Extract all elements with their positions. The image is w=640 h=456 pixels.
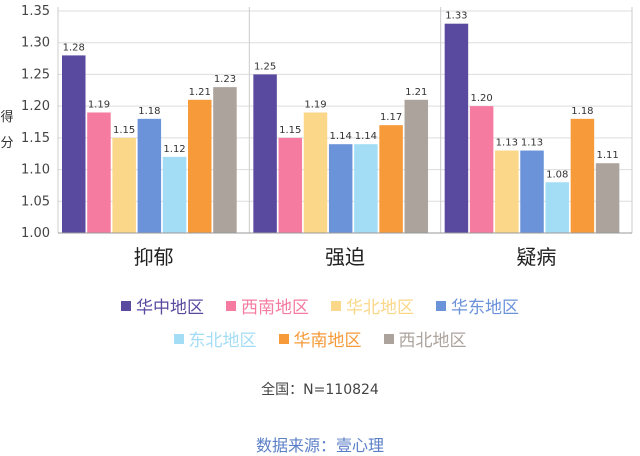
bar (328, 144, 353, 233)
legend-swatch (436, 300, 446, 311)
data-label: 1.21 (405, 87, 427, 98)
data-label: 1.19 (88, 99, 110, 110)
legend-label: 华东地区 (451, 298, 519, 318)
legend-swatch (383, 333, 394, 344)
data-label: 1.11 (596, 150, 618, 161)
data-label: 1.19 (304, 99, 326, 110)
category-label: 强迫 (325, 245, 365, 269)
legend-swatch (173, 333, 184, 344)
bar (495, 150, 519, 233)
legend-swatch (226, 300, 236, 311)
legend-item: 东北地区 (173, 326, 257, 351)
legend-label: 华南地区 (293, 331, 362, 351)
data-label: 1.23 (214, 74, 236, 85)
data-label: 1.18 (138, 106, 160, 117)
data-label: 1.28 (63, 42, 85, 53)
legend-item: 华南地区 (278, 326, 362, 351)
total-sample-note: 全国：N=110824 (261, 382, 379, 398)
bar (303, 112, 328, 233)
bar (404, 99, 429, 233)
data-label: 1.21 (189, 87, 211, 98)
bar (570, 118, 595, 233)
data-label: 1.15 (279, 125, 301, 136)
legend-item: 西北地区 (383, 326, 467, 351)
y-tick-label: 1.15 (21, 131, 50, 146)
bar (112, 137, 136, 233)
y-tick-label: 1.05 (21, 194, 50, 209)
legend-label: 西南地区 (241, 298, 309, 318)
y-tick-label: 1.25 (21, 67, 50, 82)
y-tick-label: 1.00 (21, 226, 50, 241)
data-label: 1.33 (445, 11, 467, 22)
legend-row-1: 华中地区 西南地区 华北地区 华东地区 (0, 293, 640, 318)
y-axis-label: 得分 (0, 110, 14, 151)
y-tick-label: 1.35 (21, 4, 50, 19)
bar-chart: 1.00 1.05 1.10 1.15 1.20 1.25 1.30 1.35 1.28 1.19… (21, 4, 633, 269)
bar (253, 74, 277, 233)
bar (545, 182, 569, 233)
data-source-note: 数据来源：壹心理 (255, 436, 384, 455)
bar (595, 163, 620, 233)
legend-item: 西南地区 (226, 293, 309, 318)
legend-swatch (278, 333, 289, 344)
data-label: 1.12 (163, 144, 185, 155)
bar (379, 125, 403, 233)
legend-swatch (331, 300, 341, 311)
bar (278, 137, 303, 233)
legend-swatch (121, 300, 131, 311)
legend-item: 华东地区 (436, 293, 519, 318)
category-label: 疑病 (516, 245, 556, 269)
category-label: 抑郁 (134, 245, 174, 269)
bar (188, 99, 212, 233)
data-label: 1.25 (254, 61, 276, 72)
bar (213, 87, 237, 233)
bar (354, 144, 378, 233)
data-label: 1.18 (571, 106, 593, 117)
legend-label: 东北地区 (188, 331, 257, 351)
bar (162, 156, 187, 233)
legend-label: 华中地区 (136, 298, 204, 318)
data-label: 1.20 (470, 93, 492, 104)
data-label: 1.08 (546, 169, 568, 180)
data-label: 1.13 (521, 138, 543, 149)
y-tick-label: 1.20 (21, 99, 50, 114)
data-label: 1.17 (380, 112, 402, 123)
data-label: 1.14 (355, 131, 377, 142)
data-label: 1.14 (330, 131, 352, 142)
y-tick-label: 1.30 (21, 36, 50, 51)
y-tick-label: 1.10 (21, 163, 50, 178)
bar (520, 150, 544, 233)
legend-label: 西北地区 (398, 331, 467, 351)
data-label: 1.13 (496, 138, 518, 149)
bar (469, 106, 494, 233)
bar (137, 118, 162, 233)
bar (62, 55, 86, 234)
legend-item: 华北地区 (331, 293, 414, 318)
bar (444, 23, 469, 233)
legend-row-2: 东北地区 华南地区 西北地区 (0, 326, 640, 351)
legend-item: 华中地区 (121, 293, 204, 318)
bar (87, 112, 111, 233)
legend-label: 华北地区 (346, 298, 414, 318)
data-label: 1.15 (113, 125, 135, 136)
